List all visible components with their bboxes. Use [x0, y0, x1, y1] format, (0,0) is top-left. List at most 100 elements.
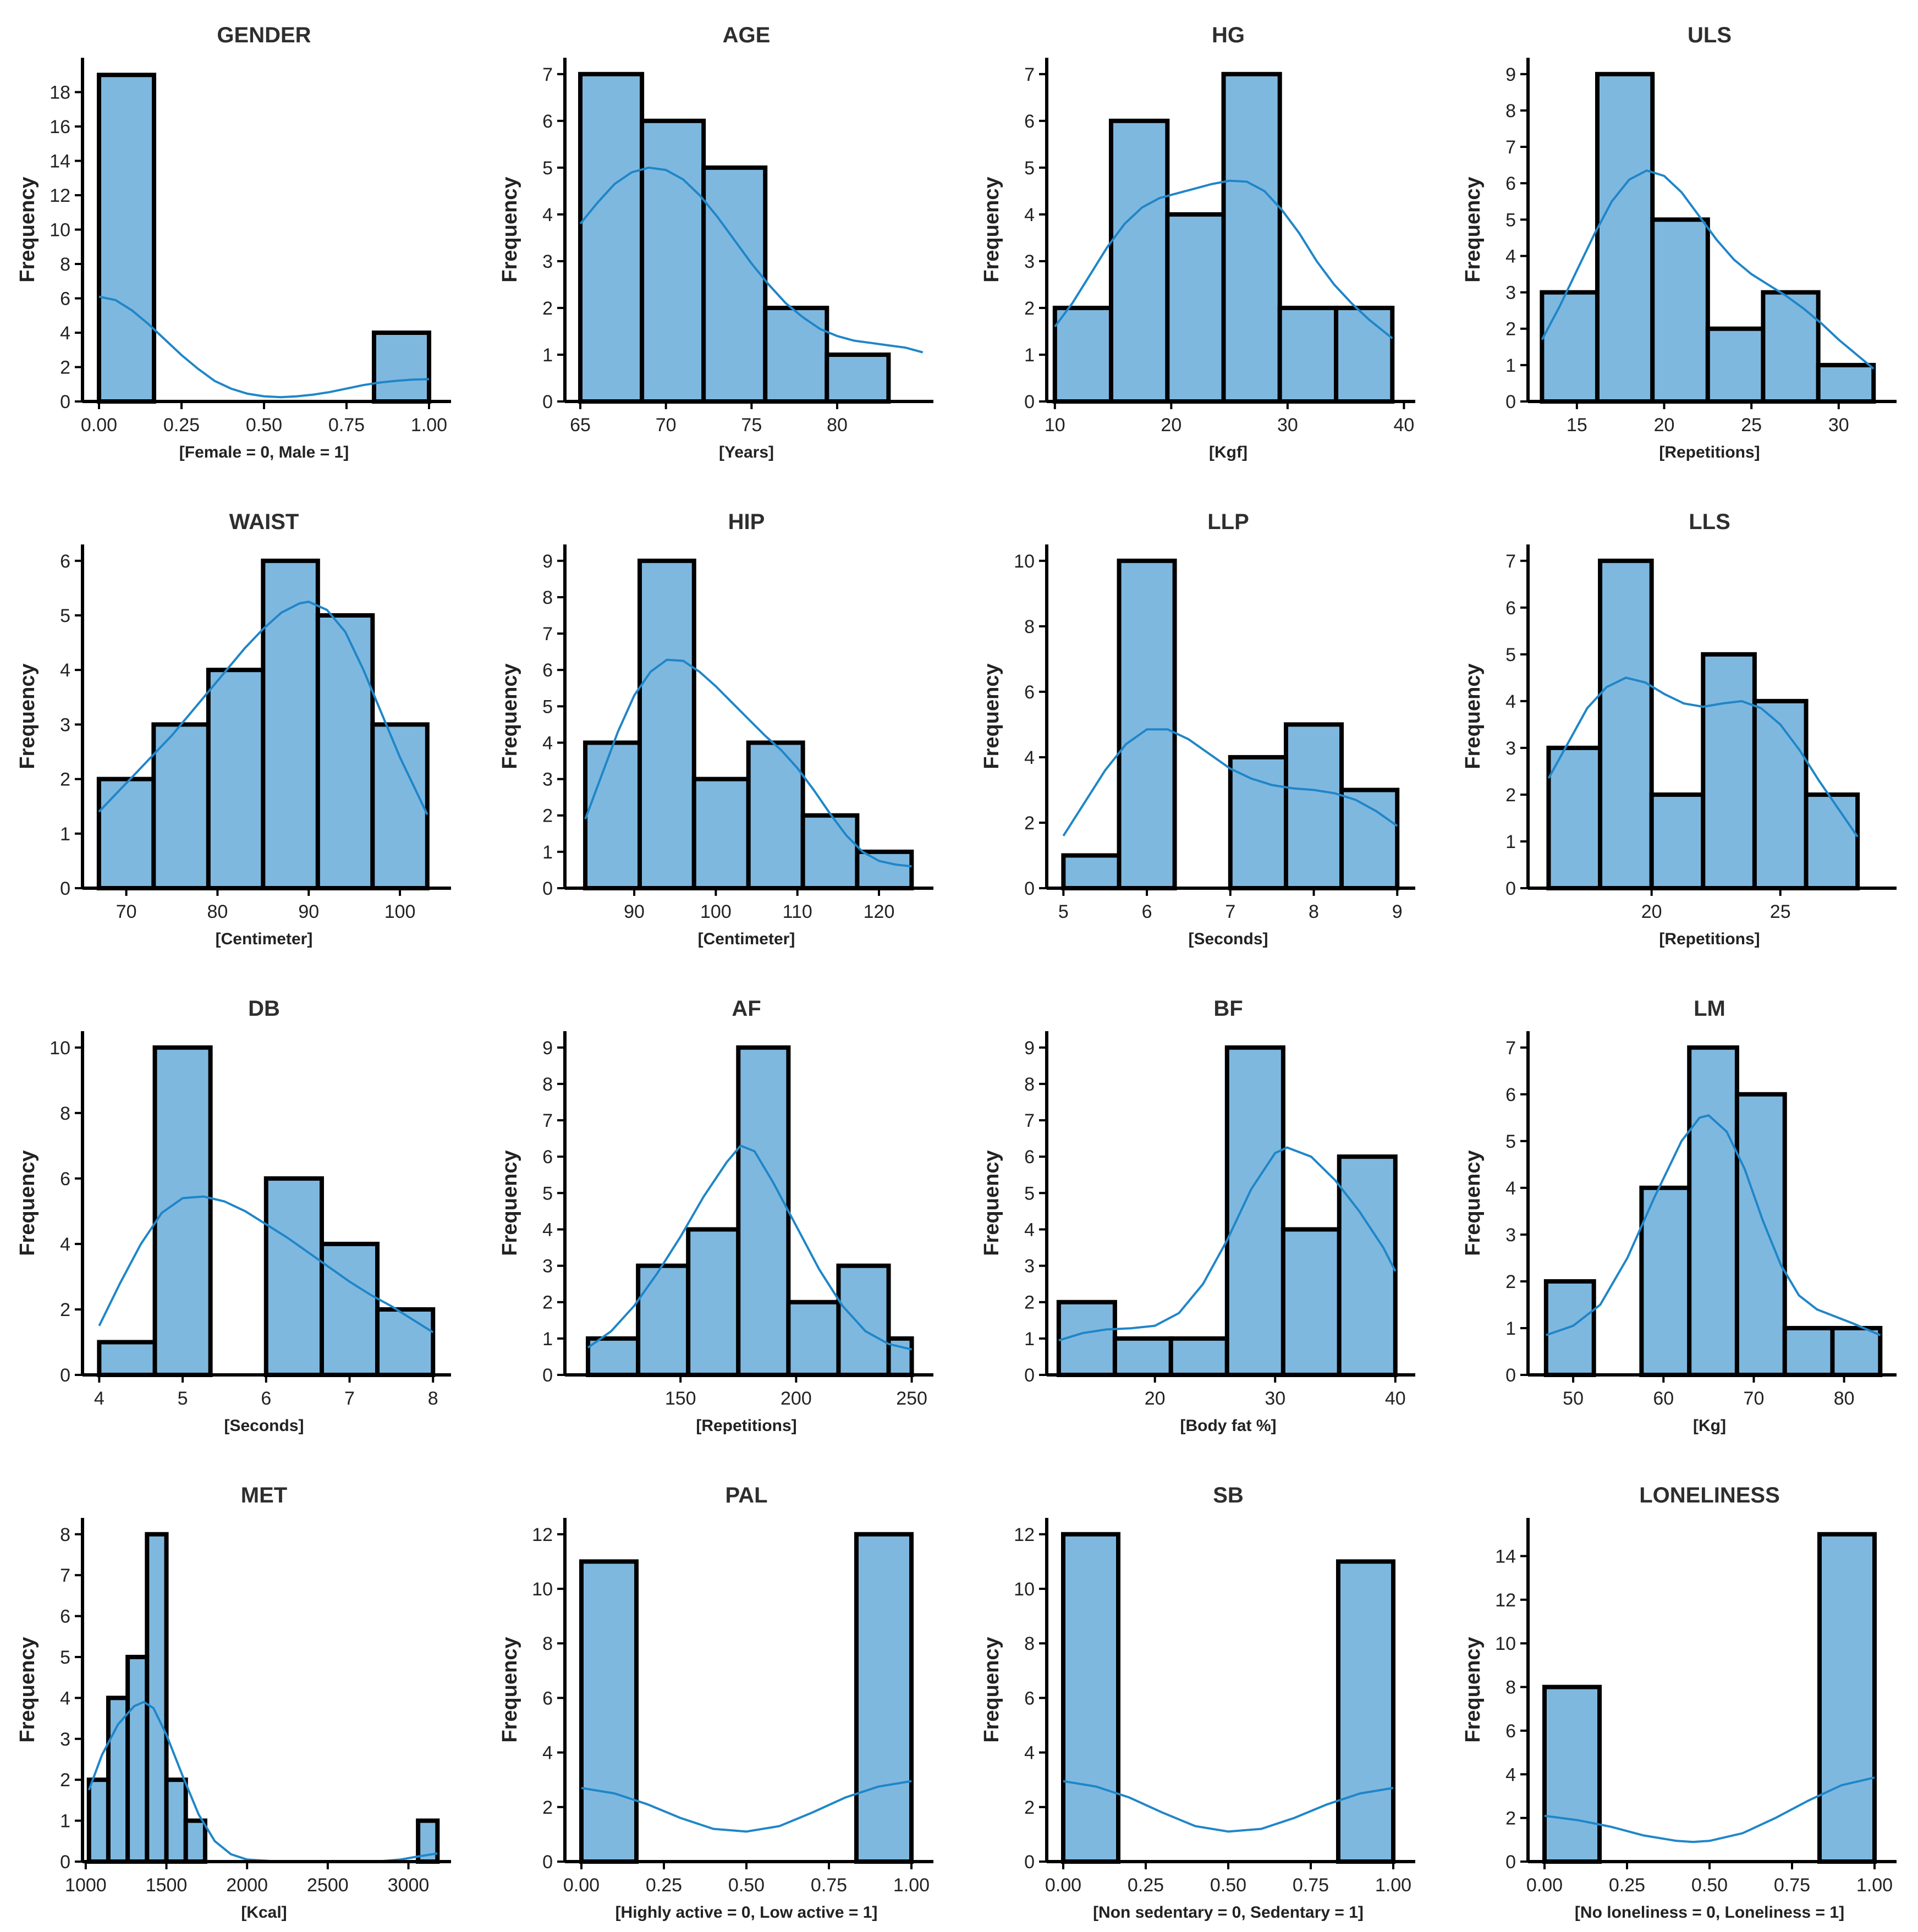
histogram-bar	[1061, 1532, 1121, 1864]
y-tick-label: 0	[542, 1365, 553, 1386]
histogram-bar	[800, 813, 860, 890]
histogram-bar	[1337, 1154, 1398, 1377]
histogram-bar	[1117, 558, 1177, 890]
y-tick-label: 0	[1505, 1852, 1516, 1873]
y-axis-title: Frequency	[498, 1150, 521, 1256]
y-tick-label: 2	[60, 1300, 70, 1320]
y-tick-label: 0	[60, 878, 70, 899]
histogram-bar	[691, 777, 751, 890]
kde-line	[98, 1195, 434, 1334]
y-tick-label: 6	[542, 660, 553, 681]
y-tick-label: 2	[1505, 1808, 1516, 1829]
y-axis-title: Frequency	[980, 1637, 1003, 1742]
y-tick-label: 5	[1505, 645, 1516, 665]
y-axis-title: Frequency	[1461, 663, 1485, 769]
y-tick-label: 3	[1505, 283, 1516, 304]
panel-title: LLS	[1689, 510, 1730, 534]
x-tick-label: 250	[896, 1388, 927, 1409]
x-tick-label: 0.50	[728, 1875, 765, 1896]
kde-line	[1062, 728, 1398, 836]
x-axis-title: [Highly active = 0, Low active = 1]	[615, 1903, 878, 1922]
panel-title: LLP	[1207, 510, 1249, 534]
y-tick-label: 1	[1024, 345, 1035, 366]
y-tick-label: 6	[1024, 682, 1035, 703]
y-tick-label: 9	[1024, 1038, 1035, 1059]
histogram-bar	[97, 73, 157, 404]
y-tick-label: 4	[1024, 747, 1035, 768]
x-axis-title: [Kcal]	[241, 1903, 287, 1922]
x-tick-label: 1.00	[1856, 1875, 1893, 1896]
histogram-bar	[1752, 698, 1809, 890]
x-tick-label: 0.75	[1293, 1875, 1329, 1896]
x-tick-label: 30	[1828, 415, 1849, 436]
x-tick-label: 70	[1744, 1388, 1765, 1409]
x-tick-label: 2000	[226, 1875, 268, 1896]
histogram-bar	[86, 1777, 111, 1864]
x-tick-label: 0.00	[563, 1875, 600, 1896]
x-axis-title: [Female = 0, Male = 1]	[179, 443, 349, 461]
y-tick-label: 18	[50, 82, 70, 103]
y-tick-label: 0	[1505, 1365, 1516, 1386]
x-axis-title: [Body fat %]	[1180, 1417, 1277, 1435]
y-tick-label: 5	[1024, 158, 1035, 179]
histogram-bar	[1334, 305, 1395, 404]
y-tick-label: 1	[542, 345, 553, 366]
histogram-bar	[578, 71, 645, 404]
panel-lls: LLS 0 1 2 3 4 5 6 7 20 25 Frequency [Repetitions]	[1461, 510, 1897, 948]
y-tick-label: 4	[542, 205, 553, 225]
x-tick-label: 4	[94, 1388, 105, 1409]
y-tick-label: 5	[1505, 210, 1516, 230]
y-tick-label: 0	[1024, 1852, 1035, 1873]
y-tick-label: 9	[542, 551, 553, 572]
x-tick-label: 1.00	[1375, 1875, 1411, 1896]
panel-title: AF	[732, 997, 761, 1021]
histogram-bar	[1228, 755, 1288, 891]
y-tick-label: 4	[542, 1219, 553, 1240]
y-tick-label: 8	[60, 1103, 70, 1124]
panel-title: PAL	[725, 1483, 767, 1507]
panel-title: DB	[248, 997, 280, 1021]
y-tick-label: 0	[1024, 1365, 1035, 1386]
histogram-bar	[151, 722, 211, 891]
x-tick-label: 2500	[307, 1875, 349, 1896]
histogram-bar	[1650, 217, 1710, 404]
kde-line	[587, 1144, 913, 1351]
y-tick-label: 2	[542, 1292, 553, 1313]
y-tick-label: 2	[542, 806, 553, 827]
y-tick-label: 10	[532, 1579, 553, 1600]
histogram-bar	[1830, 1325, 1883, 1378]
y-tick-label: 2	[1024, 813, 1035, 834]
x-tick-label: 120	[864, 901, 895, 922]
histogram-bar	[1224, 1045, 1285, 1378]
kde-line	[1547, 676, 1859, 838]
x-tick-label: 0.75	[811, 1875, 847, 1896]
panel-loneliness: LONELINESS 0 2 4 6 8 10 12 14 0.00 0.25 0.50 0.75 1.0…	[1461, 1483, 1897, 1922]
y-tick-label: 2	[1024, 1292, 1035, 1313]
histogram-bar	[1546, 745, 1603, 890]
x-tick-label: 1500	[146, 1875, 188, 1896]
panel-db: DB 0 2 4 6 8 10 4 5 6 7 8 Frequency [Seconds]	[16, 997, 451, 1435]
x-tick-label: 20	[1641, 901, 1662, 922]
panel-title: HG	[1212, 23, 1245, 47]
panel-title: WAIST	[229, 510, 299, 534]
x-tick-label: 20	[1161, 415, 1181, 436]
x-tick-label: 65	[570, 415, 591, 436]
y-tick-label: 4	[1024, 1743, 1035, 1764]
y-tick-label: 7	[542, 624, 553, 645]
panel-bf: BF 0 1 2 3 4 5 6 7 8 9 20 30 40 Frequency [Body fat %]	[980, 997, 1415, 1435]
histogram-bar	[1761, 290, 1821, 404]
y-tick-label: 8	[60, 1524, 70, 1545]
y-tick-label: 0	[1024, 878, 1035, 899]
y-tick-label: 1	[60, 1811, 70, 1832]
y-tick-label: 3	[60, 1729, 70, 1750]
y-axis-title: Frequency	[980, 663, 1003, 769]
histogram-bar	[586, 1336, 641, 1378]
histogram-bar	[855, 849, 914, 890]
y-tick-label: 4	[1505, 691, 1516, 712]
y-axis-title: Frequency	[498, 663, 521, 769]
y-tick-label: 0	[60, 1852, 70, 1873]
x-tick-label: 30	[1265, 1388, 1285, 1409]
x-axis-title: [No loneliness = 0, Loneliness = 1]	[1575, 1903, 1844, 1922]
y-tick-label: 7	[542, 64, 553, 85]
